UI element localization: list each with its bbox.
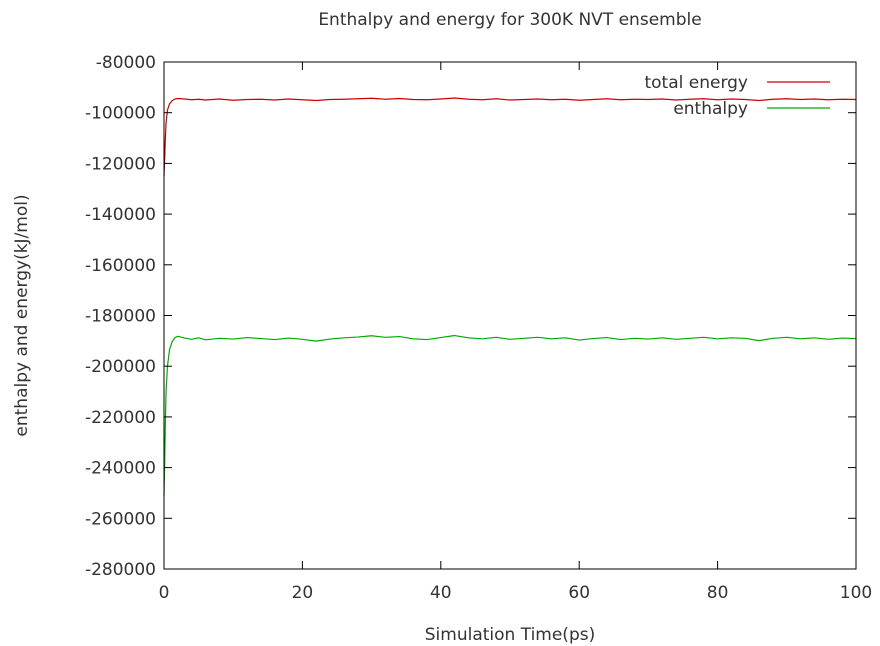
series-line-enthalpy: [163, 334, 857, 496]
legend: total energy enthalpy: [644, 73, 830, 119]
y-tick-label: -180000: [85, 307, 156, 327]
x-axis-title: Simulation Time(ps): [425, 625, 595, 645]
y-tick-label: -280000: [85, 560, 156, 580]
x-tick-label: 40: [430, 583, 452, 603]
series-line-total-energy: [163, 97, 857, 177]
y-tick-label: -120000: [85, 154, 156, 174]
y-tick-label: -140000: [85, 205, 156, 225]
y-tick-label: -260000: [85, 509, 156, 529]
y-tick-label: -220000: [85, 408, 156, 428]
y-tick-label: -160000: [85, 256, 156, 276]
axis-layer: 0 20 40 60 80 100 -280000 -260000 -240000 -220000…: [85, 53, 872, 603]
y-axis-title: enthalpy and energy(kJ/mol): [12, 194, 32, 436]
x-tick-label: 100: [840, 583, 872, 603]
chart-title: Enthalpy and energy for 300K NVT ensembl…: [318, 10, 701, 30]
series-layer: [163, 97, 857, 496]
x-tick-label: 20: [292, 583, 314, 603]
y-tick-label: -240000: [85, 459, 156, 479]
x-tick-label: 0: [159, 583, 170, 603]
y-tick-label: -100000: [85, 104, 156, 124]
legend-label-total-energy: total energy: [644, 73, 748, 93]
x-tick-label: 60: [568, 583, 590, 603]
x-tick-label: 80: [707, 583, 729, 603]
legend-label-enthalpy: enthalpy: [673, 99, 748, 119]
y-tick-label: -200000: [85, 357, 156, 377]
y-tick-label: -80000: [96, 53, 156, 73]
